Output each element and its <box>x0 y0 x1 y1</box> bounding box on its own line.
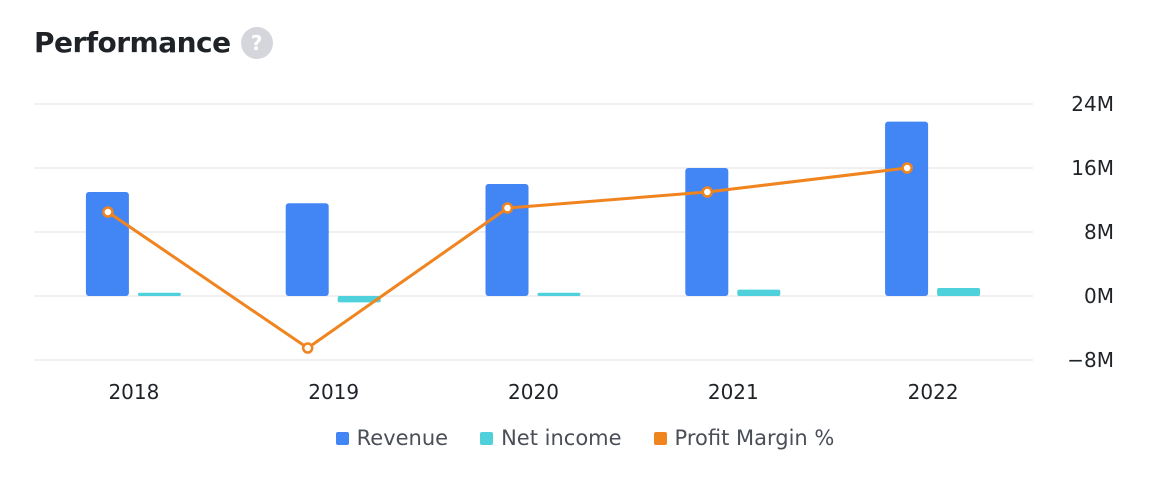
legend-label-revenue: Revenue <box>356 426 449 450</box>
page-title: Performance <box>34 26 231 59</box>
x-tick-label: 2020 <box>508 380 559 404</box>
x-tick-label: 2022 <box>908 380 959 404</box>
net-income-bar <box>737 289 781 296</box>
net-income-bar <box>337 296 381 303</box>
legend-label-net-income: Net income <box>501 426 622 450</box>
net-income-bar <box>137 292 181 296</box>
x-tick-label: 2021 <box>708 380 759 404</box>
chart-legend: Revenue Net income Profit Margin % <box>0 426 1170 450</box>
profit-margin-point <box>301 342 314 354</box>
legend-item-net-income[interactable]: Net income <box>480 426 622 450</box>
x-axis-ticks: 2018 2019 2020 2021 2022 <box>108 380 958 404</box>
revenue-bar <box>885 121 929 296</box>
legend-item-revenue[interactable]: Revenue <box>335 426 449 450</box>
grid-lines <box>34 103 1033 361</box>
profit-margin-point <box>901 162 913 174</box>
legend-swatch-profit-margin <box>653 431 667 445</box>
y-tick-label: 0M <box>1084 284 1114 308</box>
chart-header: Performance ? <box>34 26 273 59</box>
revenue-bar <box>685 168 729 296</box>
profit-margin-point <box>501 202 514 214</box>
revenue-bar <box>485 184 529 296</box>
x-tick-label: 2019 <box>308 380 359 404</box>
profit-margin-line <box>102 162 913 354</box>
net-income-bar <box>537 292 581 296</box>
profit-margin-point <box>701 186 714 198</box>
net-income-bar <box>937 288 981 296</box>
legend-swatch-net-income <box>480 431 494 445</box>
legend-swatch-revenue <box>335 431 349 445</box>
revenue-bar <box>285 203 329 296</box>
y-tick-label: −8M <box>1067 348 1114 372</box>
legend-item-profit-margin[interactable]: Profit Margin % <box>653 426 835 450</box>
y-axis-ticks: 24M 16M 8M 0M −8M <box>1067 92 1114 372</box>
y-tick-label: 16M <box>1071 156 1114 180</box>
question-circle-icon[interactable]: ? <box>240 26 273 59</box>
bars <box>85 121 981 303</box>
y-tick-label: 24M <box>1071 92 1114 116</box>
y-tick-label: 8M <box>1084 220 1114 244</box>
legend-label-profit-margin: Profit Margin % <box>674 426 835 450</box>
x-tick-label: 2018 <box>108 380 159 404</box>
profit-margin-point <box>102 206 114 218</box>
performance-chart: 24M 16M 8M 0M −8M 2018 2019 2020 2021 2022 <box>34 92 1114 404</box>
